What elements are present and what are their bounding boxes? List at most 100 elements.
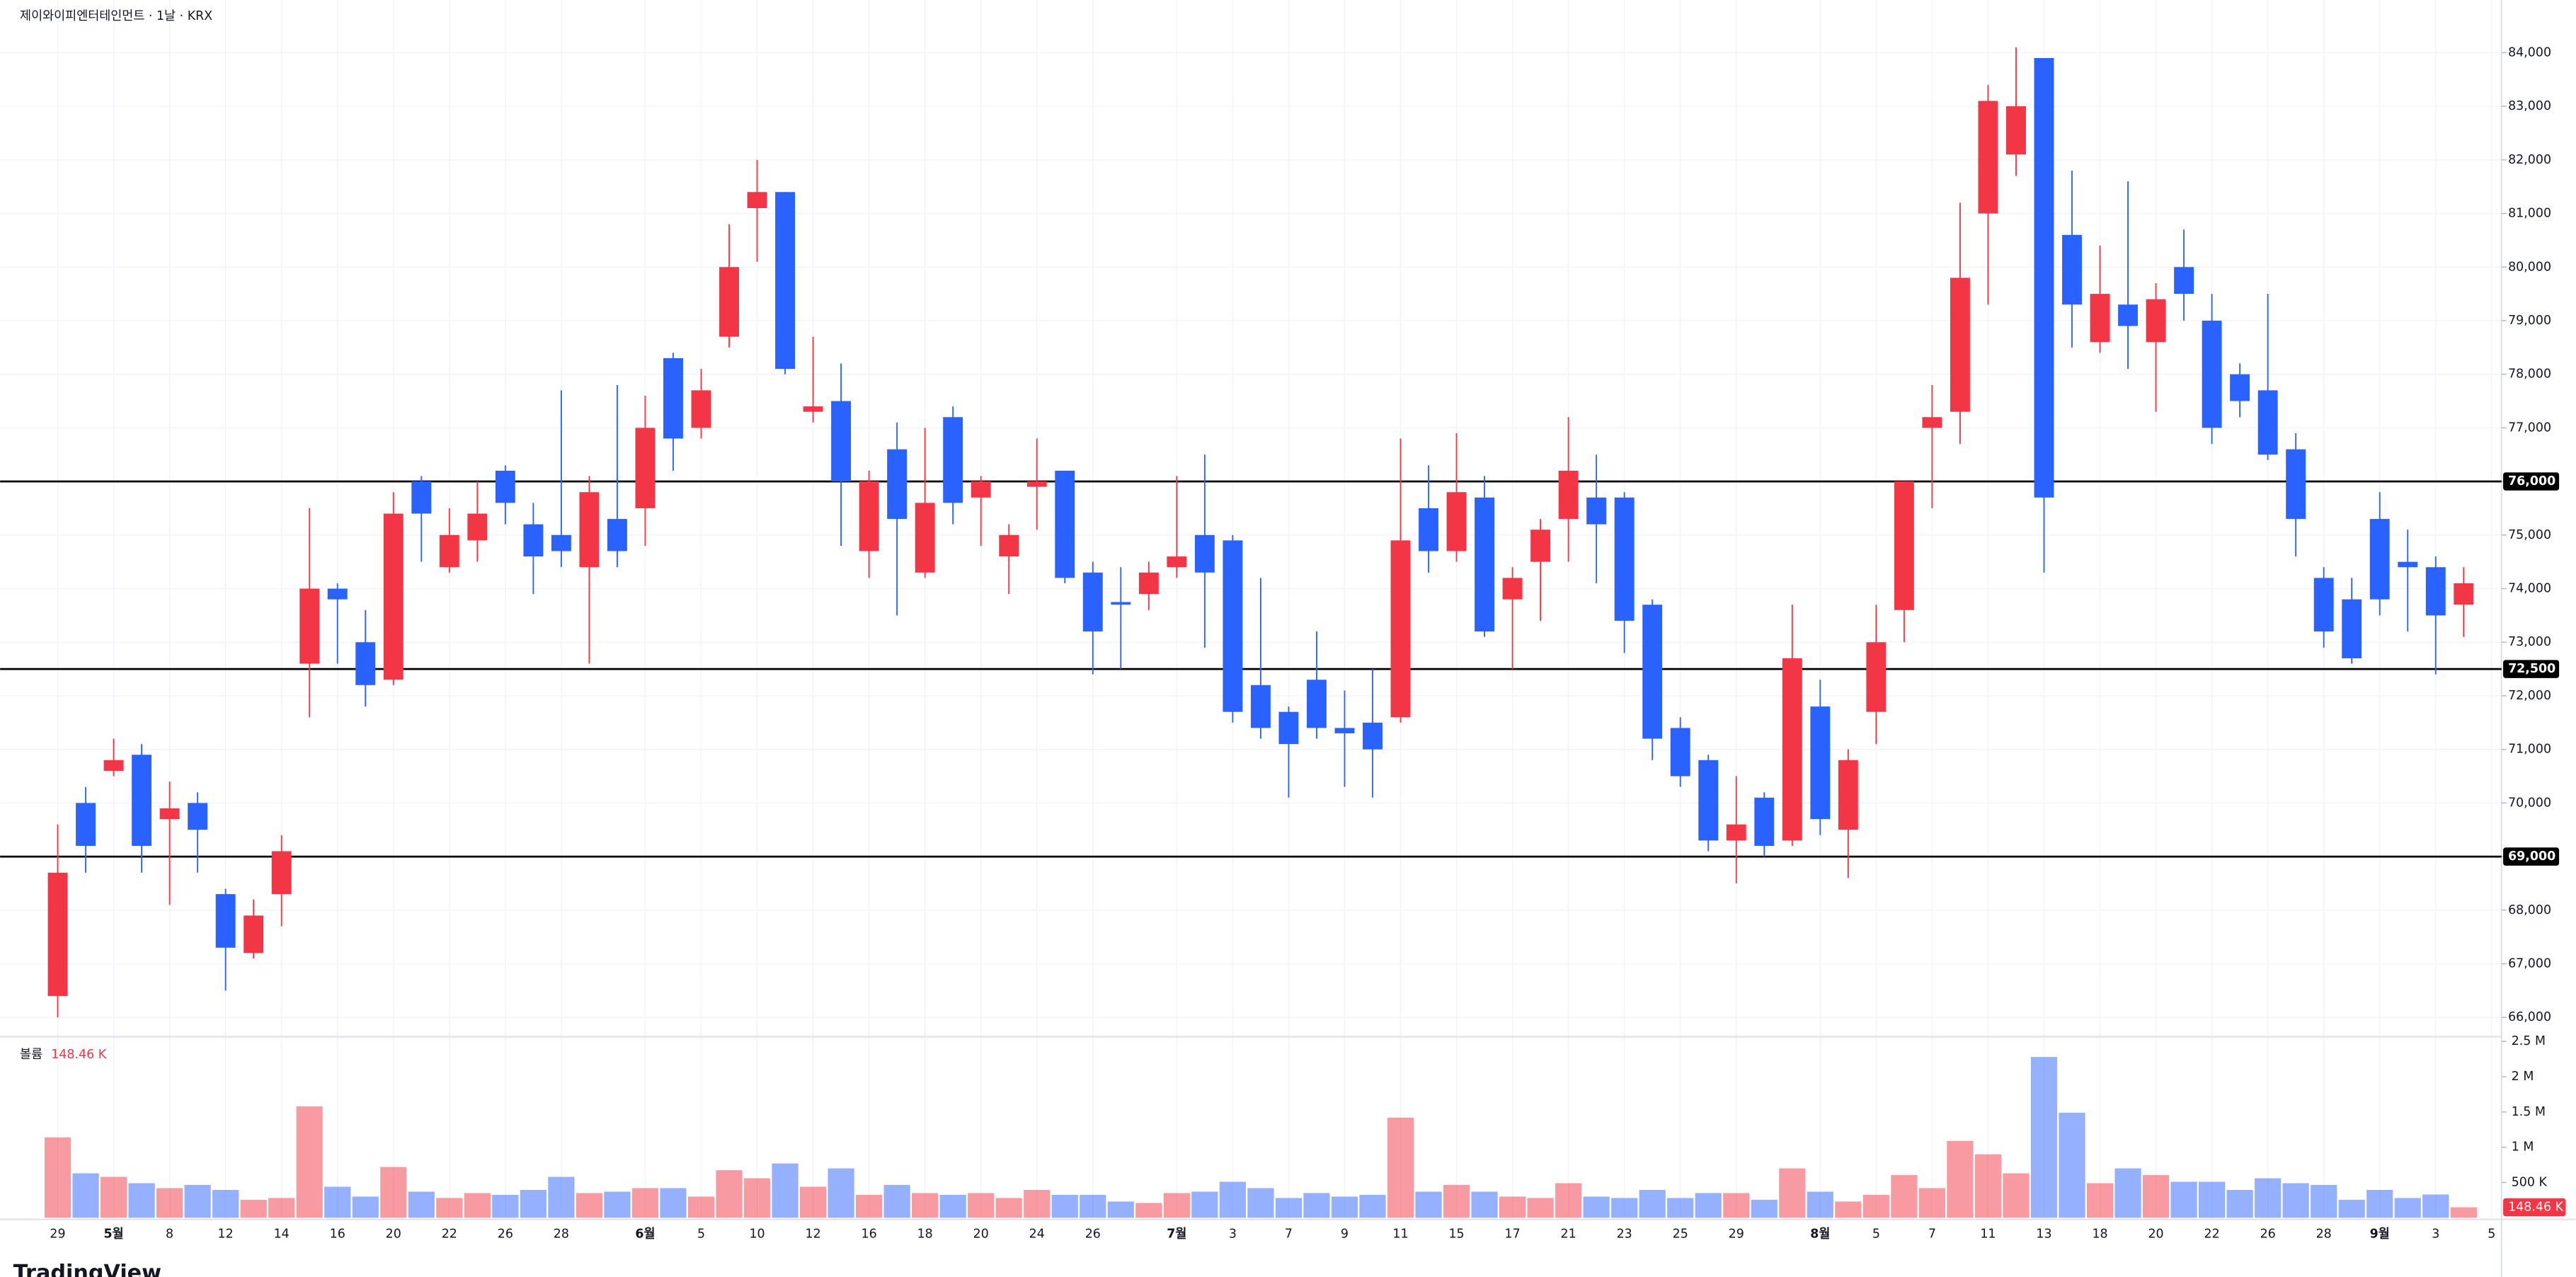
candle-body [1922,417,1942,428]
x-tick-label: 18 [2092,1227,2107,1242]
x-tick-label: 9월 [2370,1227,2390,1242]
volume-bar [2086,1183,2114,1218]
volume-bar [212,1189,239,1218]
x-tick-label: 28 [554,1227,569,1242]
volume-bar [1751,1199,1778,1218]
price-badge [2503,472,2560,491]
candle-body [2230,374,2250,401]
candle-body [1978,101,1998,214]
volume-bar [1555,1183,1582,1218]
price-badge [2503,660,2560,678]
volume-bar [1471,1191,1498,1218]
volume-bar [1415,1191,1442,1218]
candle-body [2342,599,2362,658]
price-badge-label: 72,500 [2508,662,2555,676]
candle-body [747,192,767,208]
candle-body [579,492,600,568]
candle-body [1558,470,1579,520]
volume-bar [380,1167,407,1218]
volume-bar [799,1186,827,1218]
volume-bar [2255,1178,2282,1218]
candle-body [2454,583,2474,605]
candle-body [1055,470,1075,578]
volume-bar [1359,1194,1386,1218]
candle-body [1223,540,1243,712]
volume-bar [631,1188,659,1218]
candle-body [1138,572,1159,595]
volume-bar [939,1194,966,1218]
volume-bar [995,1198,1022,1218]
x-tick-label: 5월 [103,1227,123,1242]
volume-bar [1695,1193,1722,1218]
volume-bar [2422,1194,2449,1218]
volume-tick-label: 2.5 M [2512,1034,2546,1048]
x-tick-label: 23 [1617,1227,1632,1242]
y-tick-label: 84,000 [2508,45,2551,59]
volume-bar [240,1199,267,1218]
candle-body [132,755,152,846]
volume-bar [576,1193,603,1218]
candle-body [1334,728,1355,733]
y-tick-label: 72,000 [2508,689,2551,703]
volume-bar [436,1198,463,1218]
x-tick-label: 18 [917,1227,933,1242]
candle-body [327,588,348,600]
volume-bar [2199,1181,2226,1218]
candle-body [1614,497,1635,621]
volume-bar [660,1188,687,1218]
volume-bar [1611,1198,1638,1218]
volume-bar [1807,1191,1833,1218]
candle-body [1838,760,1858,830]
x-tick-label: 29 [50,1227,65,1242]
volume-bar [1275,1198,1303,1218]
volume-bar [1107,1201,1134,1218]
candle-body [2146,299,2166,343]
candle-body [299,588,320,664]
candle-body [859,481,879,551]
x-tick-label: 5 [697,1227,705,1242]
candle-body [2090,294,2110,343]
marks [0,47,2502,1218]
candle-body [1475,497,1495,632]
y-tick-label: 73,000 [2508,635,2551,649]
candle-body [1446,492,1467,551]
x-tick-label: 10 [749,1227,765,1242]
candle-body [159,808,180,820]
x-tick-label: 8월 [1810,1227,1830,1242]
candle-body [1082,572,1103,632]
candle-body [2034,57,2054,498]
volume-bar [1667,1198,1694,1218]
price-badge-label: 76,000 [2508,474,2555,488]
volume-bar [1891,1175,1918,1218]
volume-bar [2030,1057,2058,1218]
volume-bar [743,1178,771,1218]
x-tick-label: 24 [1029,1227,1045,1242]
y-tick-label: 83,000 [2508,99,2551,113]
volume-bar [1135,1203,1162,1218]
candle-body [1363,722,1383,750]
y-tick-label: 68,000 [2508,903,2551,917]
x-tick-label: 20 [2148,1227,2163,1242]
candle-body [244,915,264,954]
x-tick-label: 16 [330,1227,345,1242]
volume-bar [1639,1189,1666,1218]
candle-body [1586,497,1607,525]
y-tick-label: 77,000 [2508,420,2551,435]
volume-bar [1974,1154,2002,1218]
candle-body [943,417,963,503]
volume-bar [1918,1188,1946,1218]
volume-bar [1051,1194,1078,1218]
volume-bar [2142,1175,2170,1218]
candle-body [2257,390,2278,455]
x-tick-label: 6월 [635,1227,655,1242]
x-tick-label: 13 [2036,1227,2051,1242]
y-tick-label: 78,000 [2508,367,2551,382]
volume-bar [883,1184,910,1218]
candle-body [1950,277,1970,412]
x-tick-label: 26 [498,1227,513,1242]
volume-bar [464,1193,491,1218]
volume-bar [128,1183,155,1218]
x-tick-label: 16 [861,1227,877,1242]
candle-body [1670,728,1690,777]
volume-bar [1191,1191,1218,1218]
